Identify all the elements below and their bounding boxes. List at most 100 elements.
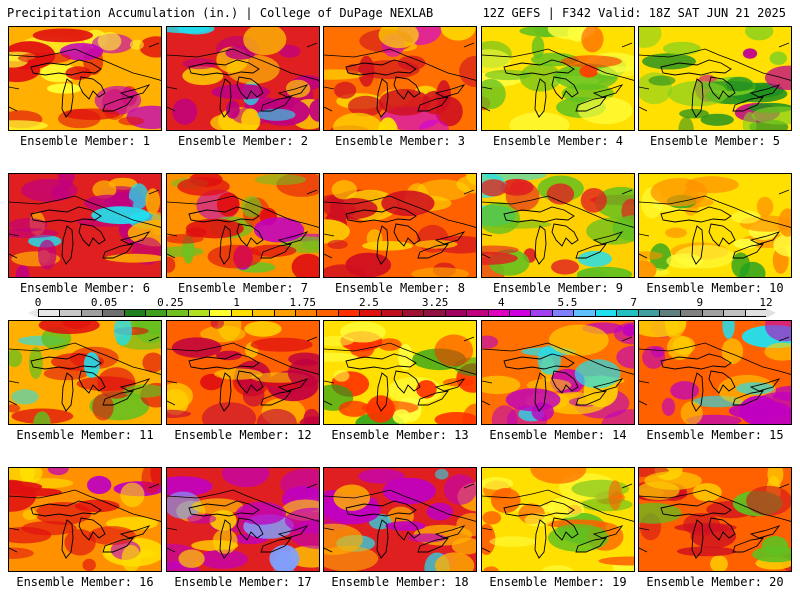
precip-blob bbox=[578, 96, 633, 125]
precip-blob bbox=[662, 41, 701, 56]
ensemble-member-label: Ensemble Member: 12 bbox=[174, 428, 312, 442]
great-lakes-outline bbox=[503, 500, 624, 559]
precip-blob bbox=[250, 337, 313, 352]
precip-blob bbox=[598, 556, 634, 566]
precip-blob bbox=[104, 253, 161, 263]
precip-blob bbox=[87, 475, 112, 495]
precip-blob bbox=[207, 244, 262, 269]
precip-blob bbox=[236, 501, 287, 525]
precip-blob bbox=[327, 239, 348, 249]
ensemble-member-label: Ensemble Member: 8 bbox=[334, 281, 466, 295]
political-border bbox=[639, 336, 791, 406]
ensemble-member-map bbox=[638, 320, 792, 425]
colorbar-tick-label: 9 bbox=[696, 296, 704, 309]
ensemble-member-label: Ensemble Member: 18 bbox=[331, 575, 469, 589]
political-border bbox=[9, 483, 161, 553]
political-border bbox=[639, 483, 791, 553]
precip-blob bbox=[285, 79, 311, 98]
precip-blob bbox=[482, 523, 496, 555]
precip-blob bbox=[608, 480, 622, 511]
precip-blob bbox=[765, 65, 791, 90]
precip-blob bbox=[530, 468, 587, 484]
precip-blob bbox=[416, 380, 437, 399]
precip-blob bbox=[426, 502, 454, 521]
political-border bbox=[482, 189, 634, 259]
precip-blob bbox=[456, 175, 476, 194]
precip-blob bbox=[212, 528, 238, 554]
precip-blob bbox=[524, 513, 553, 527]
colorbar-swatch bbox=[187, 309, 211, 317]
colorbar-swatch bbox=[487, 309, 511, 317]
ensemble-member-label: Ensemble Member: 20 bbox=[646, 575, 784, 589]
precip-blob bbox=[118, 116, 145, 126]
precip-blob bbox=[519, 63, 562, 92]
colorbar-swatch bbox=[444, 309, 468, 317]
precip-field bbox=[9, 468, 161, 571]
precip-blob bbox=[142, 352, 161, 373]
political-border bbox=[639, 42, 791, 112]
colorbar-swatch bbox=[123, 309, 147, 317]
precip-blob bbox=[241, 108, 260, 130]
precip-blob bbox=[434, 468, 449, 480]
precip-blob bbox=[580, 188, 607, 213]
precip-blob bbox=[88, 526, 136, 546]
ensemble-member-label: Ensemble Member: 6 bbox=[19, 281, 151, 295]
colorbar-swatch bbox=[551, 309, 575, 317]
precip-blob bbox=[216, 350, 242, 361]
precip-blob bbox=[578, 250, 612, 267]
precip-blob bbox=[731, 210, 761, 224]
precip-field bbox=[9, 28, 161, 130]
precip-blob bbox=[254, 174, 307, 186]
precip-blob bbox=[19, 468, 36, 483]
precip-blob bbox=[442, 378, 474, 387]
precip-blob bbox=[348, 95, 384, 117]
precip-blob bbox=[459, 55, 476, 88]
precip-blob bbox=[443, 474, 476, 505]
precip-blob bbox=[121, 544, 141, 571]
precip-blob bbox=[256, 408, 297, 424]
political-border bbox=[482, 483, 634, 553]
precip-blob bbox=[182, 66, 224, 86]
precip-blob bbox=[746, 485, 791, 516]
political-border bbox=[167, 42, 319, 112]
precip-field bbox=[324, 468, 476, 571]
precip-blob bbox=[639, 260, 657, 277]
precip-blob bbox=[422, 90, 449, 115]
colorbar-swatch bbox=[466, 309, 489, 317]
precip-blob bbox=[710, 555, 728, 571]
precip-blob bbox=[739, 261, 766, 277]
precip-field bbox=[639, 176, 791, 277]
precip-blob bbox=[764, 321, 791, 342]
ensemble-member-map bbox=[323, 320, 477, 425]
precip-field bbox=[167, 27, 319, 130]
precip-blob bbox=[580, 497, 633, 512]
precip-blob bbox=[722, 321, 735, 339]
precip-blob bbox=[92, 180, 117, 199]
precip-field bbox=[324, 174, 476, 277]
precip-blob bbox=[551, 259, 579, 275]
great-lakes-outline bbox=[188, 59, 309, 118]
precip-blob bbox=[764, 342, 791, 361]
precip-blob bbox=[47, 468, 69, 476]
precip-blob bbox=[187, 514, 217, 524]
political-border bbox=[167, 483, 319, 553]
precip-blob bbox=[11, 389, 39, 405]
precip-blob bbox=[198, 549, 249, 569]
great-lakes-outline bbox=[30, 353, 151, 412]
precip-blob bbox=[97, 31, 122, 51]
precip-blob bbox=[491, 405, 518, 424]
precip-blob bbox=[531, 36, 545, 59]
precip-blob bbox=[358, 60, 420, 80]
great-lakes-outline bbox=[345, 353, 466, 412]
precip-blob bbox=[15, 264, 30, 277]
ensemble-member-label: Ensemble Member: 10 bbox=[646, 281, 784, 295]
precip-blob bbox=[324, 335, 354, 347]
ensemble-member-label: Ensemble Member: 2 bbox=[177, 134, 309, 148]
political-border bbox=[9, 189, 161, 259]
precip-blob bbox=[509, 112, 570, 130]
precip-field bbox=[639, 468, 791, 571]
precip-blob bbox=[9, 404, 21, 413]
model-run-info: 12Z GEFS | F342 Valid: 18Z SAT JUN 21 20… bbox=[482, 6, 786, 20]
ensemble-member-map bbox=[323, 173, 477, 278]
colorbar-swatch bbox=[658, 309, 682, 317]
